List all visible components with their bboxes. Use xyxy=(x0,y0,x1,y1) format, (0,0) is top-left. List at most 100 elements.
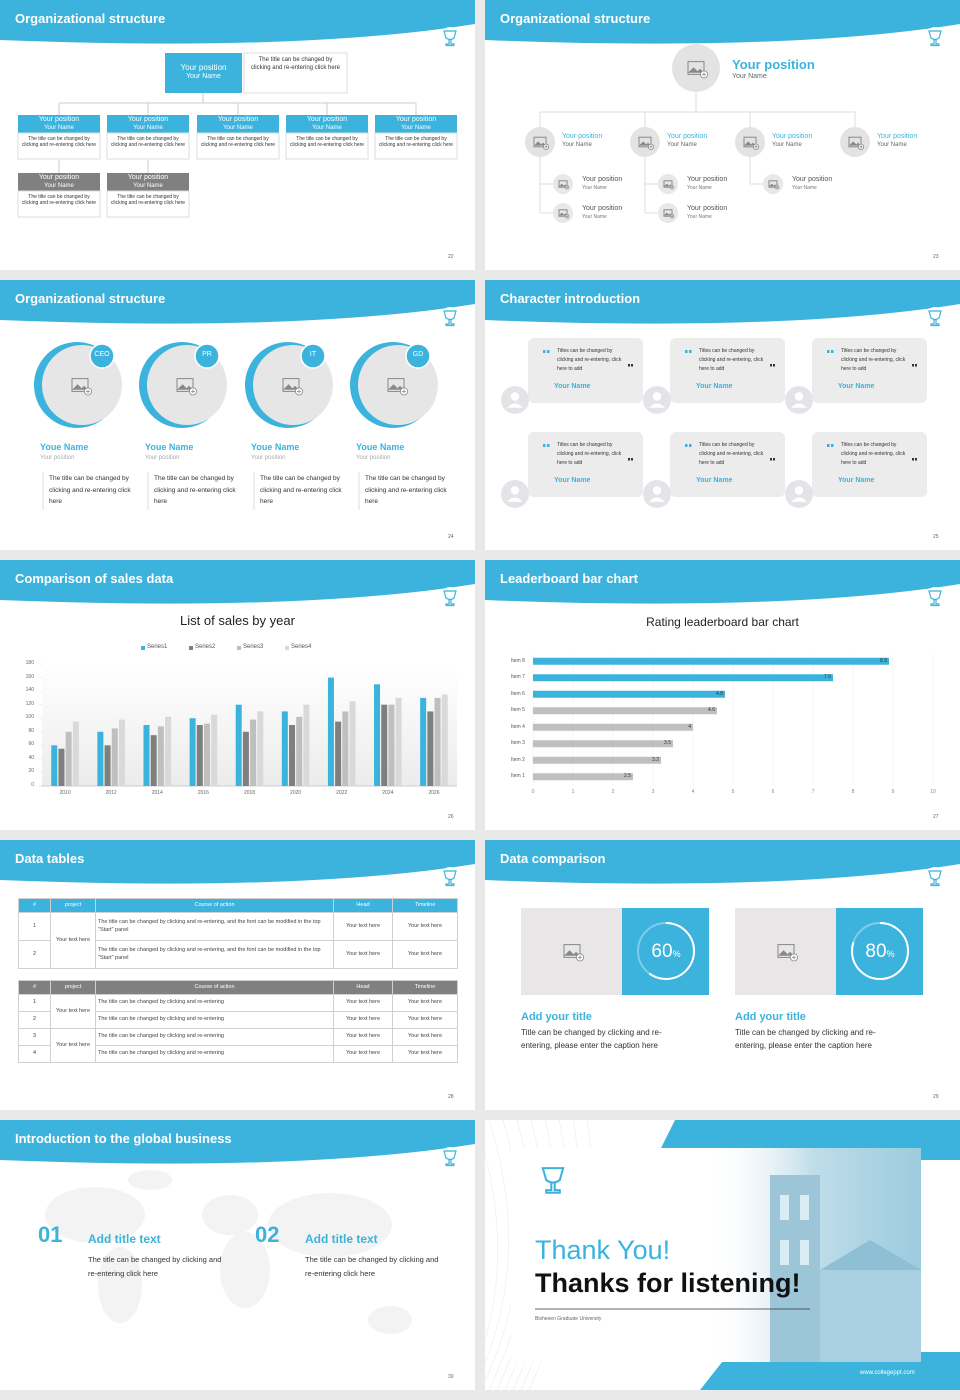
page-number: 22 xyxy=(448,254,454,260)
text: Youe Name xyxy=(40,442,89,452)
card xyxy=(670,338,785,403)
image-icon xyxy=(768,180,778,188)
text: Your position xyxy=(582,205,623,212)
cell: Your text here xyxy=(392,940,458,969)
slide: Leaderboard bar chart 27 Rating leaderboar… xyxy=(485,560,960,830)
legend-label: Series2 xyxy=(195,644,216,650)
window xyxy=(800,1195,809,1220)
text: The title can be changed by clicking and… xyxy=(154,475,236,506)
value-label: 4.8 xyxy=(716,690,723,697)
data-table: # project Course of action Head Timeline 1 You… xyxy=(18,898,458,969)
bar xyxy=(374,684,381,786)
cell: The title can be changed by clicking and… xyxy=(95,1011,334,1029)
bar xyxy=(296,716,303,786)
bar xyxy=(441,694,448,786)
quote-open xyxy=(685,350,692,353)
chart-title: Rating leaderboard bar chart xyxy=(646,615,799,629)
box-body xyxy=(106,190,190,218)
bar xyxy=(189,718,196,786)
header-cell: Timeline xyxy=(392,898,458,913)
x-tick-label: 10 xyxy=(930,789,936,795)
text: Your Name xyxy=(687,214,712,220)
bar xyxy=(533,723,693,731)
y-tick-label: 40 xyxy=(28,754,34,761)
text: Youe Name xyxy=(251,442,300,452)
bar xyxy=(143,725,150,786)
plot-background xyxy=(42,664,457,786)
stat-unit: % xyxy=(886,949,895,959)
text: The title can be changed by clicking and… xyxy=(200,136,276,149)
text: Title can be changed by clicking and re-… xyxy=(735,1028,876,1050)
slide-title: Data tables xyxy=(15,851,85,866)
cell: Your text here xyxy=(333,912,393,941)
quote-open xyxy=(543,350,550,353)
bar xyxy=(388,704,395,786)
text: Your Name xyxy=(133,183,163,189)
image-icon-mountain xyxy=(72,384,88,390)
bar xyxy=(235,704,242,786)
logo xyxy=(928,310,942,327)
contour-line xyxy=(485,1152,499,1341)
text: Your Name xyxy=(772,142,802,148)
avatar-body xyxy=(507,403,523,408)
image-icon-plus-sign xyxy=(671,215,673,218)
url: www.collegeppt.com xyxy=(860,1370,915,1376)
window xyxy=(780,1195,789,1220)
legend-label: Series1 xyxy=(147,644,168,650)
text: The title can be changed by clicking and… xyxy=(110,136,186,149)
stat-label: 60% xyxy=(636,940,696,964)
text: Your Name xyxy=(562,142,592,148)
x-tick-label: 8 xyxy=(851,789,855,795)
slide-graphics xyxy=(485,560,960,785)
text: Titles can be changed by clicking and re… xyxy=(699,348,764,372)
text: Your position xyxy=(792,176,833,183)
bar xyxy=(327,677,334,786)
level2-avatar xyxy=(840,127,870,157)
text: Youe Name xyxy=(145,442,194,452)
text: Your position xyxy=(732,57,815,72)
bar xyxy=(533,690,725,698)
slide-title: Leaderboard bar chart xyxy=(500,571,638,586)
text: Your Name xyxy=(687,185,712,191)
x-tick-label: 5 xyxy=(731,789,735,795)
cell: Your text here xyxy=(333,1028,393,1046)
x-tick-label: 2 xyxy=(611,789,615,795)
logo xyxy=(443,870,457,887)
image-icon xyxy=(71,378,89,392)
stat-value: 60 xyxy=(651,941,673,962)
text: Your Name xyxy=(554,477,591,484)
header-band xyxy=(485,840,960,884)
slide-graphics xyxy=(0,280,475,510)
bar xyxy=(381,704,388,786)
slide-title: Organizational structure xyxy=(500,11,651,26)
level3-avatar xyxy=(763,174,783,194)
text: Your Name xyxy=(44,183,74,189)
text: Your position xyxy=(562,133,603,140)
quote-close xyxy=(770,364,775,367)
image-icon-mountain xyxy=(564,950,580,956)
box-header xyxy=(107,173,189,191)
box-body xyxy=(17,132,101,160)
slide-title: Character introduction xyxy=(500,291,641,306)
text: Your position xyxy=(180,63,227,72)
image-panel xyxy=(521,908,622,995)
slide: Data comparison 29 60% Add your title Title … xyxy=(485,840,960,1110)
card xyxy=(528,338,643,403)
slide: Organizational structure 22 Your position Y… xyxy=(0,0,475,270)
map-shape xyxy=(98,1247,142,1323)
x-tick-label: 2016 xyxy=(197,790,209,796)
logo xyxy=(928,870,942,887)
x-tick-label: 2020 xyxy=(290,790,302,796)
quote-close xyxy=(912,458,917,461)
item-number: 01 xyxy=(38,1222,63,1247)
legend-swatch xyxy=(285,646,289,650)
slide-title: Organizational structure xyxy=(15,291,166,306)
image-icon xyxy=(282,378,300,392)
slide-graphics xyxy=(485,840,960,995)
map-shape xyxy=(368,1306,412,1334)
text: Titles can be changed by clicking and re… xyxy=(557,348,622,372)
box-header xyxy=(18,173,100,191)
image-icon-mountain xyxy=(664,212,672,216)
image-icon-mountain xyxy=(639,141,651,146)
